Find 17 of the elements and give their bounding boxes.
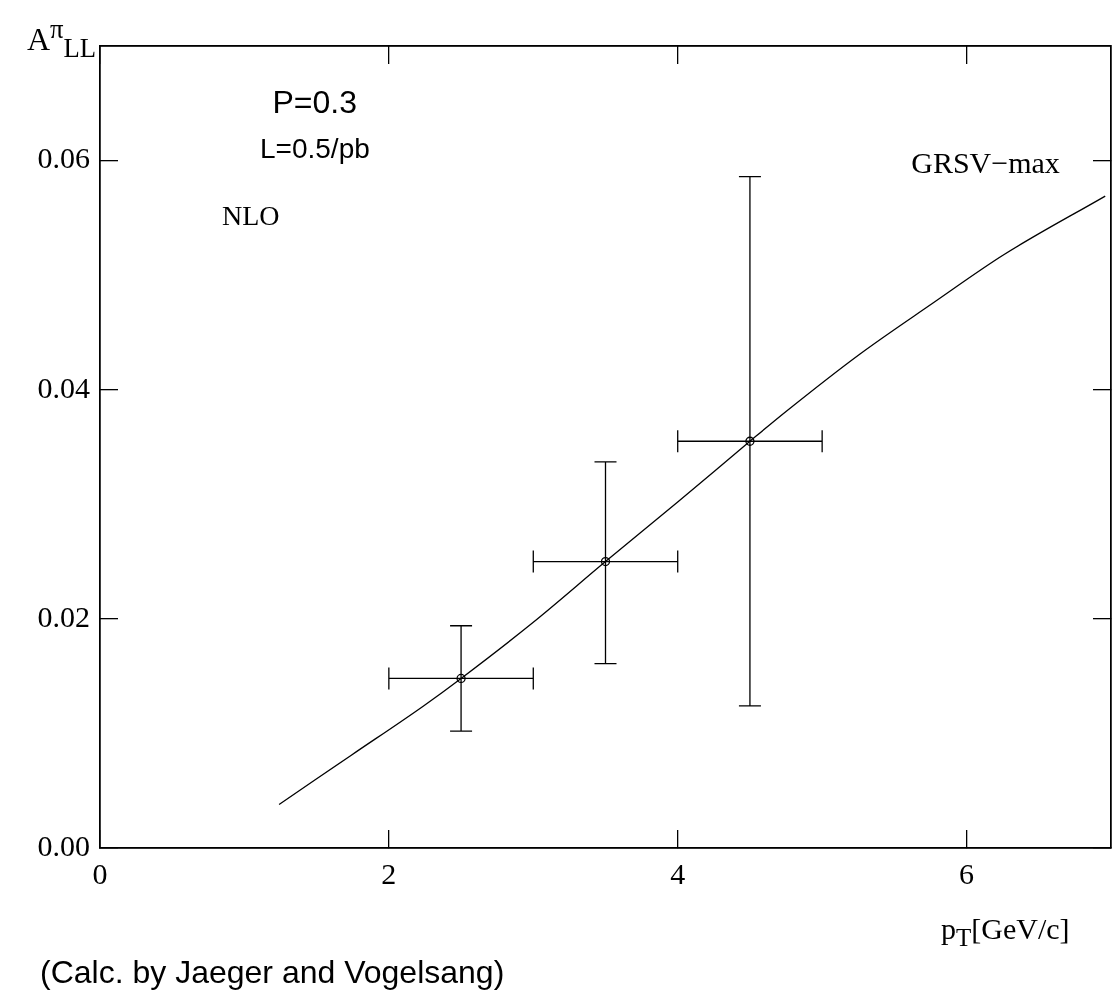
- x-tick-label: 4: [670, 856, 686, 890]
- y-tick-label: 0.02: [37, 599, 90, 633]
- x-tick-label: 0: [92, 856, 108, 890]
- y-tick-label: 0.06: [37, 141, 90, 175]
- point: [745, 436, 755, 446]
- annotation: NLO: [222, 199, 280, 232]
- annotation: P=0.3: [272, 83, 358, 121]
- y-tick-label: 0.00: [37, 828, 90, 862]
- point: [456, 673, 466, 684]
- x-tick-label: 2: [381, 856, 397, 890]
- text: (Calc. by Jaeger and Vogelsang): [40, 953, 505, 991]
- x-axis-title: p$_{T}$[GeV/c]: [941, 912, 1070, 952]
- y-tick-label: 0.04: [37, 370, 90, 404]
- annotation: L=0.5/pb: [260, 132, 370, 165]
- point: [600, 556, 611, 567]
- legend-label: GRSV−max: [911, 146, 1060, 181]
- x-tick-label: 6: [959, 856, 975, 890]
